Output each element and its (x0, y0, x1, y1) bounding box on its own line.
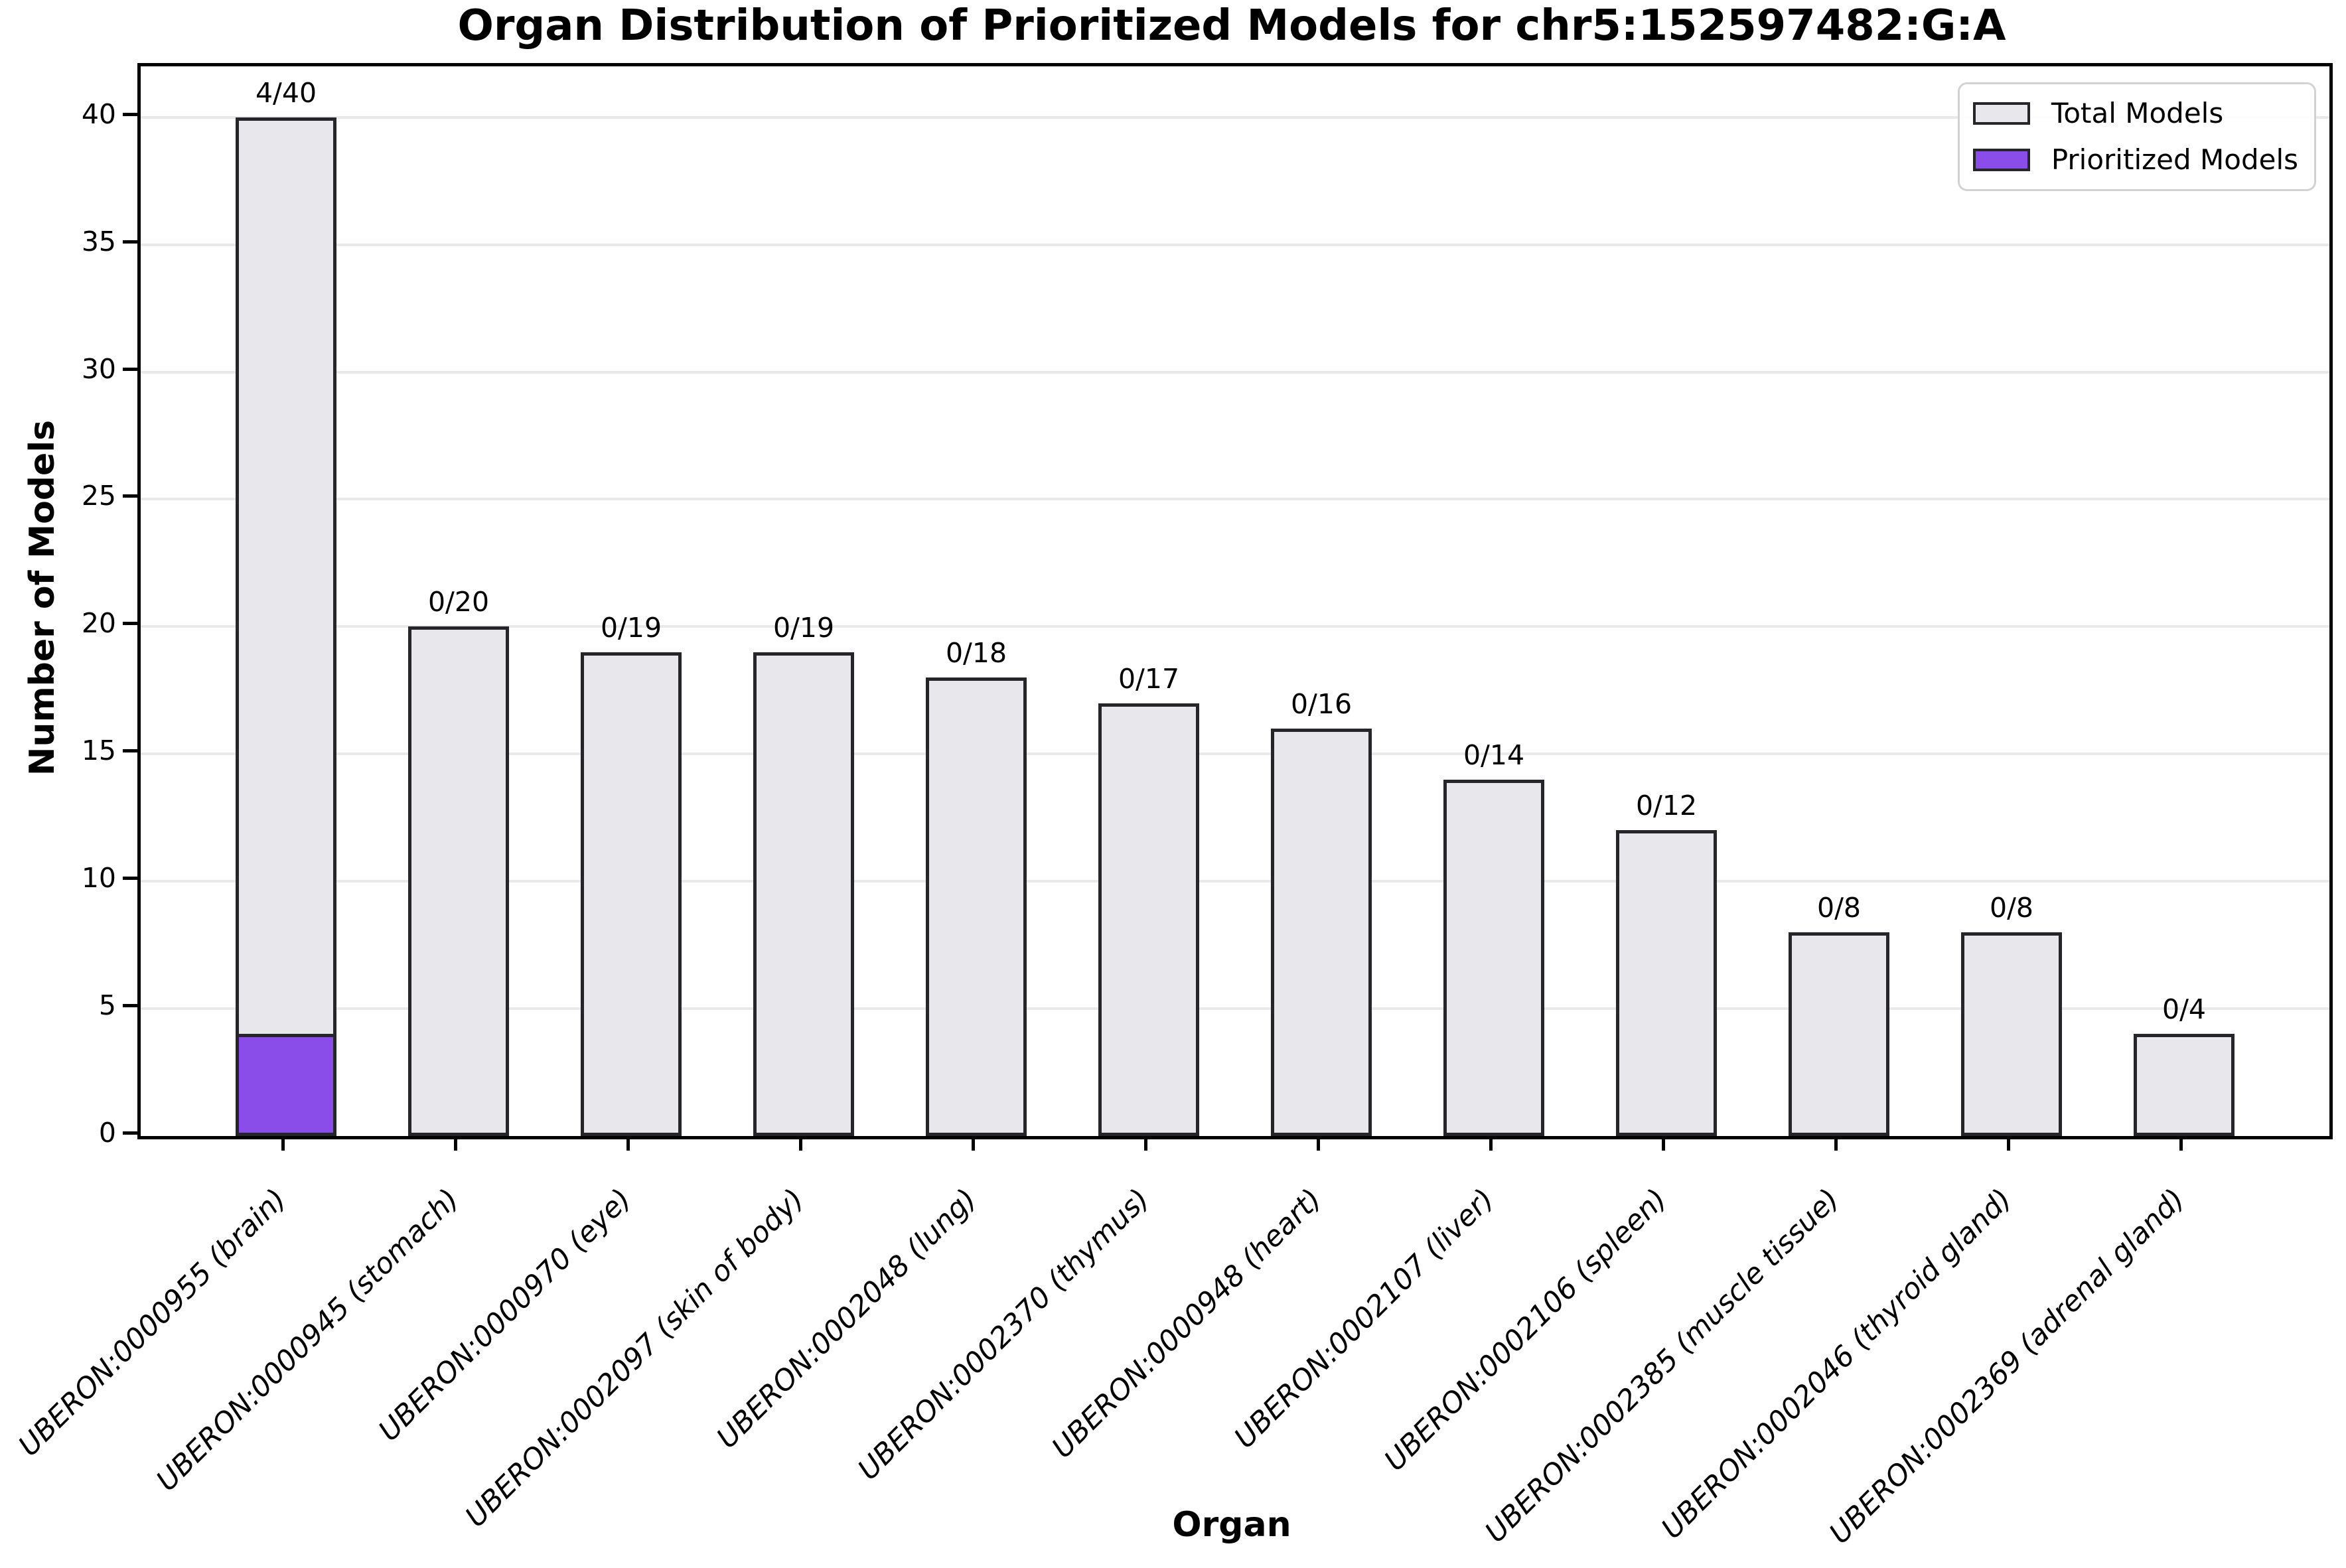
x-tick-mark (2007, 1136, 2010, 1151)
bar-total-models (236, 117, 336, 1136)
y-tick-label: 35 (81, 225, 116, 257)
x-tick-mark (626, 1136, 630, 1151)
gridline-y-5 (141, 1007, 2329, 1011)
x-tick-mark (972, 1136, 975, 1151)
x-tick-label-text: UBERON:0002385 (muscle tissue) (1479, 1182, 1846, 1549)
plot-area: Total Models Prioritized Models 4/40 0/20… (137, 63, 2333, 1139)
legend-label-total-models: Total Models (2051, 97, 2224, 129)
bar-value-label: 0/18 (945, 637, 1007, 670)
x-tick-label-text: UBERON:0002370 (thymus) (851, 1182, 1156, 1487)
bar-total-models (926, 677, 1027, 1136)
y-tick-label: 40 (81, 98, 116, 130)
x-tick-label-text: UBERON:0002046 (thyroid gland) (1655, 1182, 2019, 1546)
legend-label-prioritized-models: Prioritized Models (2051, 143, 2298, 176)
bar-value-label: 0/8 (1990, 891, 2033, 924)
y-tick-label: 25 (81, 480, 116, 512)
legend: Total Models Prioritized Models (1957, 82, 2316, 191)
x-tick-label-text: UBERON:0002106 (spleen) (1378, 1182, 1674, 1478)
gridline-y-30 (141, 370, 2329, 374)
x-tick-mark (281, 1136, 285, 1151)
bar-total-models (1098, 703, 1199, 1136)
bar-total-models (1443, 779, 1544, 1136)
bar-prioritized-models (236, 1034, 336, 1136)
bar-total-models (408, 626, 509, 1136)
y-tick-mark (123, 622, 137, 626)
y-tick-label: 20 (81, 607, 116, 640)
y-tick-mark (123, 1131, 137, 1135)
legend-swatch-total-models (1972, 102, 2030, 125)
gridline-y-40 (141, 115, 2329, 119)
bar-total-models (581, 652, 682, 1136)
bar-total-models (1616, 830, 1717, 1136)
y-tick-label: 0 (98, 1117, 116, 1149)
y-tick-label: 10 (81, 862, 116, 894)
x-tick-mark (1317, 1136, 1320, 1151)
chart-title: Organ Distribution of Prioritized Models… (457, 1, 2006, 50)
x-tick-mark (1489, 1136, 1493, 1151)
x-tick-mark (1144, 1136, 1147, 1151)
x-tick-mark (454, 1136, 457, 1151)
bar-value-label: 4/40 (255, 76, 317, 109)
y-tick-label: 15 (81, 735, 116, 767)
legend-swatch-prioritized-models (1972, 149, 2030, 171)
legend-item-total-models: Total Models (1972, 96, 2298, 131)
y-tick-mark (123, 494, 137, 498)
bar-value-label: 0/16 (1290, 687, 1353, 720)
gridline-y-25 (141, 498, 2329, 501)
y-tick-mark (123, 367, 137, 371)
y-axis-label: Number of Models (23, 419, 62, 776)
x-tick-mark (2179, 1136, 2183, 1151)
x-axis-label: Organ (1172, 1505, 1291, 1545)
bar-total-models (2134, 1034, 2235, 1136)
y-tick-label: 5 (98, 989, 116, 1022)
y-tick-mark (123, 112, 137, 116)
x-tick-mark (1662, 1136, 1665, 1151)
bar-value-label: 0/17 (1118, 662, 1180, 695)
gridline-y-20 (141, 625, 2329, 628)
bar-total-models (1789, 932, 1889, 1136)
x-tick-label-text: UBERON:0000945 (stomach) (150, 1182, 466, 1498)
bar-value-label: 0/4 (2162, 993, 2206, 1026)
bar-total-models (1271, 728, 1372, 1136)
bar-value-label: 0/14 (1463, 739, 1525, 771)
y-tick-mark (123, 240, 137, 244)
bar-value-label: 0/19 (772, 611, 835, 644)
x-tick-mark (1834, 1136, 1838, 1151)
bar-value-label: 0/20 (427, 586, 490, 618)
y-tick-mark (123, 749, 137, 753)
gridline-y-35 (141, 243, 2329, 246)
y-tick-label: 30 (81, 352, 116, 385)
x-tick-label-text: UBERON:0002369 (adrenal gland) (1822, 1182, 2191, 1551)
x-tick-label-text: UBERON:0002097 (skin of body) (459, 1182, 811, 1534)
x-tick-mark (799, 1136, 802, 1151)
gridline-y-15 (141, 752, 2329, 756)
x-tick-label-text: UBERON:0000948 (heart) (1045, 1182, 1329, 1465)
gridline-y-10 (141, 880, 2329, 883)
bar-total-models (753, 652, 854, 1136)
x-tick-label-text: UBERON:0000955 (brain) (12, 1182, 293, 1463)
y-tick-mark (123, 877, 137, 881)
bar-value-label: 0/12 (1635, 790, 1698, 822)
y-tick-mark (123, 1004, 137, 1008)
bar-total-models (1961, 932, 2062, 1136)
bar-value-label: 0/8 (1817, 891, 1861, 924)
bar-value-label: 0/19 (600, 611, 662, 644)
legend-item-prioritized-models: Prioritized Models (1972, 143, 2298, 177)
